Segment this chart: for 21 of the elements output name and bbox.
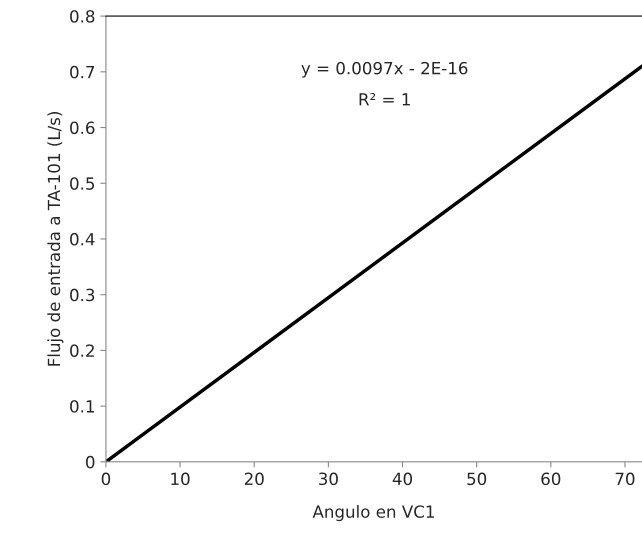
- y-tick-label: 0.3: [70, 288, 94, 302]
- y-tick-label: 0.6: [70, 122, 94, 134]
- y-tick-label: 0.8: [70, 10, 94, 23]
- x-tick-label: 30: [319, 472, 338, 486]
- y-tick-label: 0.2: [70, 344, 94, 357]
- x-axis-title: Angulo en VC1: [312, 505, 434, 522]
- x-tick-label: 40: [392, 472, 412, 486]
- x-tick-label: 50: [467, 472, 486, 486]
- x-tick-label: 60: [541, 472, 560, 486]
- annotation: y = 0.0097x - 2E-16: [301, 62, 468, 78]
- y-axis-title: Flujo de entrada a TA-101 (L/s): [47, 112, 64, 366]
- y-tick-label: 0.1: [70, 400, 94, 413]
- y-tick-label: 0.7: [70, 66, 94, 78]
- x-tick-label: 10: [171, 472, 190, 486]
- x-tick-label: 20: [244, 472, 264, 486]
- y-tick-label: 0.5: [70, 177, 94, 190]
- x-tick-label: 0: [102, 472, 110, 486]
- y-tick-label: 0: [86, 456, 94, 468]
- annotation: R² = 1: [360, 93, 410, 106]
- y-tick-label: 0.4: [70, 232, 95, 246]
- x-tick-label: 70: [616, 472, 634, 486]
